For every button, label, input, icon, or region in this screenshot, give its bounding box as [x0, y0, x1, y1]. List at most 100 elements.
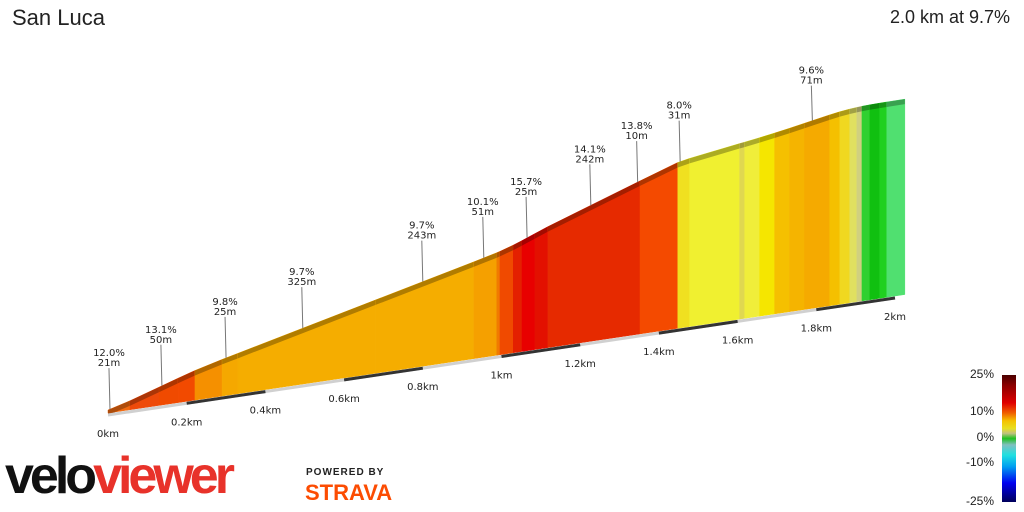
- callout-leader: [482, 216, 485, 258]
- x-tick-label: 1.6km: [722, 335, 753, 346]
- x-tick-label: 0.2km: [171, 417, 202, 428]
- x-tick-label: 1.2km: [564, 359, 595, 370]
- callout-length: 25m: [515, 187, 537, 198]
- legend-label: -10%: [965, 455, 994, 469]
- veloviewer-logo[interactable]: veloviewer: [5, 446, 235, 506]
- gradient-segment: [639, 162, 679, 335]
- gradient-segment: [789, 122, 805, 312]
- callout-leader: [525, 196, 528, 238]
- callout-length: 31m: [668, 111, 690, 122]
- logo-velo: velo: [5, 447, 97, 505]
- profile-top-edge: [677, 158, 690, 168]
- distance-band: [186, 390, 266, 405]
- profile-top-edge: [879, 101, 887, 109]
- gradient-segment: [375, 261, 475, 374]
- callout-gradient: 9.8%: [212, 297, 237, 308]
- callout-leader: [421, 240, 424, 282]
- x-tick-label: 0km: [97, 429, 119, 440]
- profile-top-edge: [856, 106, 862, 113]
- x-tick-label: 1.8km: [801, 324, 832, 335]
- gradient-segment: [521, 233, 536, 352]
- powered-by-label: POWERED BY: [306, 467, 385, 478]
- profile-top-edge: [886, 99, 905, 107]
- callout-gradient: 13.8%: [621, 121, 653, 132]
- callout-leader: [589, 164, 592, 206]
- distance-band: [658, 319, 738, 335]
- profile-top-edge: [869, 103, 880, 110]
- callout-length: 10m: [625, 131, 647, 142]
- profile-top-edge: [237, 299, 376, 359]
- profile-top-edge: [108, 400, 131, 415]
- callout-length: 21m: [98, 358, 120, 369]
- callout-gradient: 14.1%: [574, 144, 606, 155]
- gradient-segment: [499, 244, 514, 356]
- callout-length: 243m: [407, 231, 436, 242]
- profile-top-edge: [849, 107, 857, 115]
- strava-logo[interactable]: STRAVA: [305, 480, 393, 505]
- callout-gradient: 9.7%: [289, 267, 314, 278]
- callout-gradient: 12.0%: [93, 348, 125, 359]
- profile-top-edge: [640, 162, 678, 186]
- callout-leader: [160, 344, 163, 386]
- gradient-segment: [869, 102, 880, 301]
- callout-leader: [636, 141, 639, 183]
- profile-top-edge: [759, 133, 775, 143]
- callout-length: 71m: [800, 76, 822, 87]
- callout-gradient: 13.1%: [145, 325, 177, 336]
- gradient-segment: [739, 141, 745, 320]
- gradient-segment: [849, 107, 858, 304]
- x-tick-label: 0.4km: [250, 406, 281, 417]
- profile-top-edge: [178, 370, 195, 384]
- distance-band: [501, 343, 581, 358]
- legend-color-bar: [1002, 375, 1016, 502]
- profile-top-edge: [829, 111, 840, 120]
- gradient-segment: [886, 98, 906, 298]
- callout-leader: [678, 120, 681, 162]
- x-tick-label: 2km: [884, 312, 906, 323]
- callout-leader: [224, 316, 227, 358]
- profile-top-edge: [513, 240, 522, 251]
- callout-length: 50m: [150, 335, 172, 346]
- distance-band: [343, 366, 424, 382]
- callout-leader: [108, 368, 111, 410]
- profile-top-edge: [689, 143, 740, 164]
- profile-top-edge: [375, 261, 474, 305]
- callout-leader: [301, 287, 304, 329]
- profile-top-edge: [739, 142, 745, 149]
- gradient-segment: [759, 132, 775, 317]
- gradient-segment: [861, 104, 871, 302]
- callout-length: 51m: [472, 207, 494, 218]
- profile-top-edge: [222, 353, 238, 365]
- callout-gradient: 8.0%: [666, 101, 691, 112]
- profile-top-edge: [499, 245, 514, 257]
- distance-band: [816, 296, 896, 312]
- profile-top-edge: [839, 109, 850, 117]
- x-tick-label: 1.4km: [643, 347, 674, 358]
- profile-top-edge: [774, 128, 790, 139]
- climb-title: San Luca: [12, 5, 105, 30]
- callout-gradient: 10.1%: [467, 197, 499, 208]
- profile-top-edge: [744, 137, 760, 148]
- gradient-segment: [774, 127, 790, 315]
- profile-top-edge: [130, 387, 160, 406]
- gradient-segment: [689, 143, 740, 327]
- callout-gradient: 15.7%: [510, 177, 542, 188]
- gradient-segment: [677, 158, 690, 329]
- gradient-segment: [496, 251, 501, 356]
- callout-length: 325m: [287, 277, 316, 288]
- callout-length: 242m: [575, 154, 604, 165]
- profile-top-edge: [159, 378, 179, 393]
- x-tick-label: 0.8km: [407, 382, 438, 393]
- x-tick-label: 0.6km: [328, 394, 359, 405]
- legend-label: 0%: [976, 430, 994, 444]
- gradient-segment: [856, 105, 863, 302]
- gradient-segment: [744, 137, 760, 319]
- profile-top-edge: [547, 180, 641, 232]
- climb-summary: 2.0 km at 9.7%: [889, 7, 1010, 27]
- x-tick-label: 1km: [491, 371, 513, 382]
- legend-label: -25%: [965, 494, 994, 508]
- legend-label: 10%: [969, 404, 994, 418]
- callout-gradient: 9.6%: [799, 66, 824, 77]
- profile-top-edge: [521, 233, 535, 246]
